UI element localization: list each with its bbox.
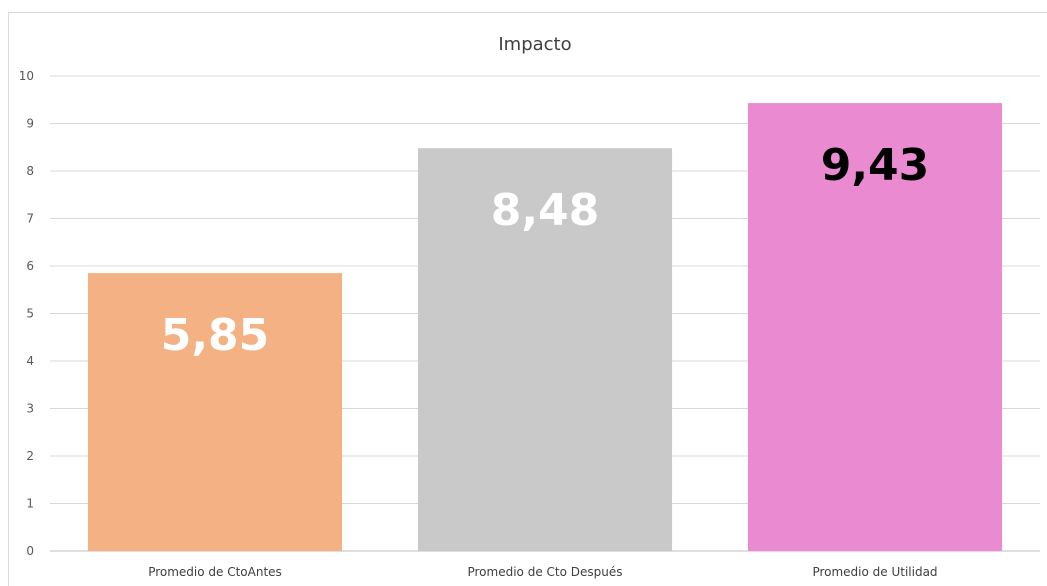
y-tick-label: 2: [26, 449, 34, 463]
y-tick-label: 9: [26, 117, 34, 131]
bar: [747, 103, 1003, 551]
y-tick-label: 5: [26, 307, 34, 321]
y-tick-label: 4: [26, 354, 34, 368]
chart-frame: [8, 12, 1047, 586]
y-tick-label: 6: [26, 259, 34, 273]
y-tick-label: 1: [26, 497, 34, 511]
chart-title: Impacto: [498, 34, 571, 55]
x-category-label: Promedio de Utilidad: [812, 565, 937, 579]
y-tick-label: 10: [19, 69, 34, 83]
y-tick-label: 0: [26, 544, 34, 558]
y-axis-ticks: 0 1 2 3 4 5 6 7 8 9 10: [19, 69, 34, 558]
data-label: 9,43: [821, 140, 930, 191]
data-label: 8,48: [491, 185, 600, 236]
bars: [87, 103, 1003, 551]
y-tick-label: 7: [26, 212, 34, 226]
data-label: 5,85: [161, 310, 270, 361]
y-tick-label: 3: [26, 402, 34, 416]
data-labels: 5,85 8,48 9,43: [161, 140, 930, 361]
y-tick-label: 8: [26, 164, 34, 178]
bar: [87, 273, 343, 551]
x-axis-categories: Promedio de CtoAntes Promedio de Cto Desp…: [148, 565, 937, 579]
x-category-label: Promedio de CtoAntes: [148, 565, 282, 579]
bar: [417, 148, 673, 551]
x-category-label: Promedio de Cto Después: [467, 565, 622, 579]
